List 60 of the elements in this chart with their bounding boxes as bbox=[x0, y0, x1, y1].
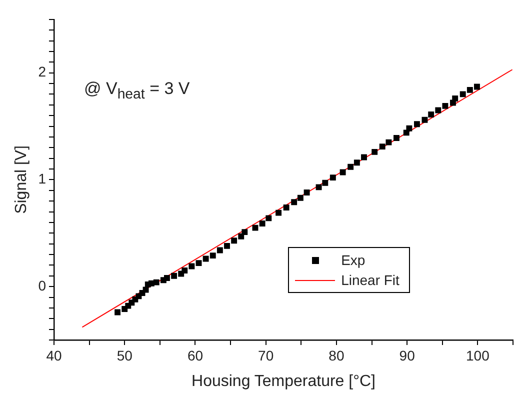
point bbox=[283, 204, 290, 210]
point bbox=[252, 224, 258, 231]
point bbox=[379, 144, 386, 150]
annotation: @ V$_{heat}$ = 3 V bbox=[84, 79, 190, 103]
point bbox=[148, 280, 154, 286]
point bbox=[224, 242, 230, 249]
point bbox=[304, 190, 310, 196]
x-tick-label: 40 bbox=[46, 347, 62, 364]
point bbox=[422, 116, 428, 123]
point bbox=[182, 268, 188, 274]
point bbox=[114, 309, 121, 316]
point bbox=[242, 229, 248, 236]
point bbox=[171, 272, 178, 279]
legend-label: Exp bbox=[341, 252, 366, 268]
x-tick-label: 60 bbox=[187, 347, 204, 364]
point bbox=[348, 164, 354, 170]
point bbox=[435, 107, 442, 114]
x-axis-title: Housing Temperature [°C] bbox=[192, 372, 376, 390]
y-tick-label: 2 bbox=[38, 64, 46, 80]
point bbox=[188, 263, 195, 270]
point bbox=[291, 199, 298, 206]
point bbox=[164, 275, 170, 281]
point bbox=[452, 96, 458, 102]
point bbox=[153, 279, 160, 286]
point bbox=[474, 84, 480, 90]
point bbox=[216, 247, 223, 254]
point bbox=[276, 210, 282, 216]
x-tick-label: 80 bbox=[328, 347, 344, 364]
point bbox=[238, 233, 244, 240]
point bbox=[386, 139, 392, 146]
point bbox=[297, 194, 304, 201]
point bbox=[460, 91, 466, 98]
point bbox=[316, 184, 322, 190]
point bbox=[361, 154, 367, 160]
point bbox=[322, 180, 328, 186]
point bbox=[330, 174, 336, 181]
point bbox=[414, 121, 420, 128]
point bbox=[266, 215, 272, 222]
point bbox=[202, 256, 209, 262]
x-tick-label: 90 bbox=[399, 347, 416, 364]
x-tick-label: 100 bbox=[466, 347, 490, 364]
point bbox=[196, 260, 202, 266]
point bbox=[340, 169, 346, 176]
y-tick-label: 0 bbox=[38, 277, 46, 294]
point bbox=[354, 160, 360, 166]
point bbox=[231, 238, 238, 244]
y-axis-title: Signal [V] bbox=[13, 145, 30, 214]
x-tick-label: 50 bbox=[116, 347, 133, 364]
legend-label: Linear Fit bbox=[341, 272, 400, 288]
point bbox=[210, 252, 216, 259]
x-tick-label: 70 bbox=[258, 347, 274, 364]
point bbox=[442, 102, 448, 109]
point bbox=[406, 125, 412, 132]
y-tick-label: 1 bbox=[38, 170, 46, 187]
point bbox=[259, 220, 266, 226]
point bbox=[394, 135, 400, 141]
point bbox=[466, 86, 473, 93]
point bbox=[142, 286, 149, 293]
point bbox=[428, 112, 434, 118]
point bbox=[372, 148, 378, 155]
